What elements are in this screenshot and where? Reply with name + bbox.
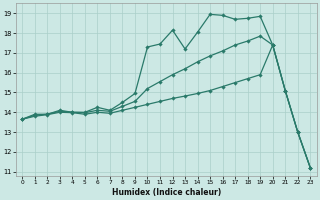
X-axis label: Humidex (Indice chaleur): Humidex (Indice chaleur): [112, 188, 221, 197]
